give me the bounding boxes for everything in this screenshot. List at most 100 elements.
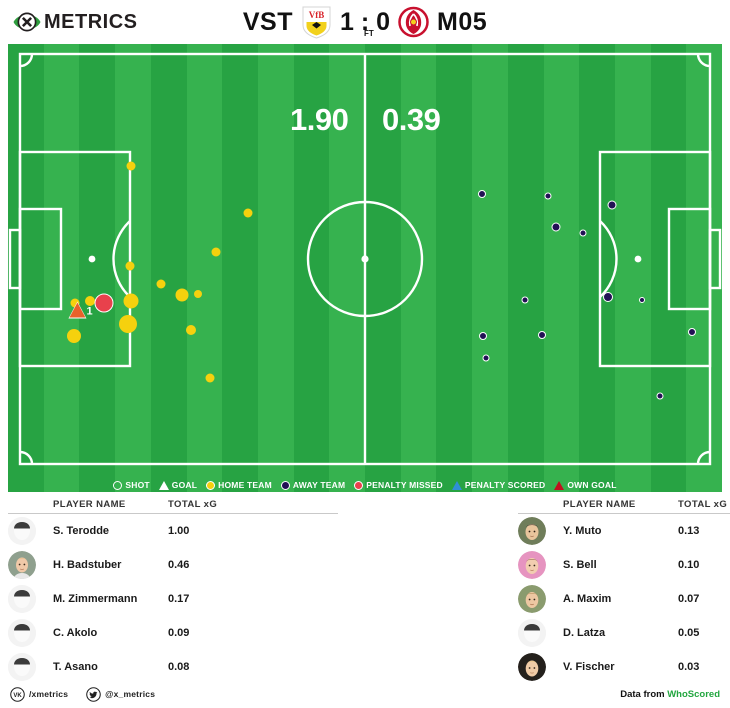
shot-marker-home[interactable] — [126, 161, 136, 171]
shot-marker-away[interactable] — [544, 192, 552, 200]
match-status: FT — [364, 28, 374, 38]
own-goal-marker[interactable]: 1 — [67, 301, 93, 318]
legend-label: GOAL — [171, 480, 198, 490]
away-player-xg-table: PLAYER NAME TOTAL xG Y. Muto 0.13 S. Bel… — [518, 494, 730, 684]
away-team-circle-icon — [280, 480, 290, 490]
shot-marker-home[interactable] — [194, 290, 202, 298]
penalty-missed-marker[interactable] — [94, 293, 114, 313]
player-name: M. Zimmermann — [53, 593, 138, 605]
player-name: A. Maxim — [563, 593, 612, 605]
vk-link[interactable]: VK /xmetrics — [10, 686, 68, 702]
score-block: 1 : 0 FT — [339, 7, 390, 38]
own-goal-triangle-icon — [67, 301, 86, 318]
shot-marker-away[interactable] — [538, 331, 546, 339]
shot-marker-away[interactable] — [479, 332, 487, 340]
header-bar: METRICS VST VfB 1 : 0 FT M05 — [0, 0, 730, 44]
shot-marker-away[interactable] — [478, 190, 486, 198]
shot-marker-away[interactable] — [656, 392, 664, 400]
player-xg: 0.07 — [678, 593, 700, 605]
shot-marker-away[interactable] — [603, 292, 613, 302]
mainz-05-crest-icon — [398, 6, 429, 38]
table-row[interactable]: A. Maxim 0.07 — [518, 582, 730, 616]
legend-item-home-team: HOME TEAM — [206, 480, 272, 490]
player-avatar-photo — [518, 653, 546, 681]
legend-label: SHOT — [125, 480, 150, 490]
table-row[interactable]: H. Badstuber 0.46 — [8, 548, 338, 582]
avatar-cell — [8, 619, 53, 647]
shot-marker-home[interactable] — [186, 325, 196, 335]
shot-marker-home[interactable] — [243, 208, 253, 218]
shot-marker-home[interactable] — [123, 293, 139, 309]
shot-marker-away[interactable] — [482, 354, 490, 362]
table-row[interactable]: C. Akolo 0.09 — [8, 616, 338, 650]
shot-marker-away[interactable] — [688, 328, 696, 336]
total-xg-column-header: TOTAL xG — [168, 499, 218, 510]
home-player-xg-table: PLAYER NAME TOTAL xG S. Terodde 1.00 H. … — [8, 494, 338, 684]
data-attribution: Data from WhoScored — [620, 689, 720, 700]
legend-item-shot: SHOT — [113, 480, 150, 490]
shot-marker-away[interactable] — [579, 229, 587, 237]
shot-marker-home[interactable] — [156, 279, 166, 289]
shot-marker-home[interactable] — [85, 296, 95, 306]
player-name: D. Latza — [563, 627, 606, 639]
x-eye-logo-icon — [13, 12, 41, 32]
player-name: S. Terodde — [53, 525, 110, 537]
score-value: 1 : 0 — [339, 7, 390, 36]
table-header-row: PLAYER NAME TOTAL xG — [518, 494, 730, 514]
goal-triangle-icon — [158, 480, 169, 490]
shot-marker-home[interactable] — [205, 373, 215, 383]
legend-label: PENALTY MISSED — [366, 480, 443, 490]
shot-map-pitch[interactable]: 1.90 0.39 1 SHOT GOAL — [8, 44, 722, 492]
shot-marker-home[interactable] — [125, 261, 135, 271]
shot-marker-home[interactable] — [67, 329, 81, 343]
shot-marker-away[interactable] — [521, 296, 529, 304]
footer-bar: VK /xmetrics @x_metrics Data from WhoSco… — [0, 680, 730, 708]
player-avatar-photo — [8, 551, 36, 579]
avatar-cell — [8, 585, 53, 613]
shot-marker-home[interactable] — [119, 315, 137, 333]
player-avatar-photo — [518, 517, 546, 545]
player-avatar-placeholder — [8, 517, 36, 545]
shot-marker-away[interactable] — [607, 200, 617, 210]
table-row[interactable]: T. Asano 0.08 — [8, 650, 338, 684]
vfb-stuttgart-crest-icon: VfB — [302, 6, 331, 39]
own-goal-triangle-icon — [554, 480, 565, 490]
player-name: Y. Muto — [563, 525, 602, 537]
shot-marker-home[interactable] — [175, 288, 189, 302]
table-row[interactable]: D. Latza 0.05 — [518, 616, 730, 650]
pitch-markings — [8, 52, 722, 466]
avatar-cell — [518, 551, 563, 579]
player-name: H. Badstuber — [53, 559, 122, 571]
player-xg: 0.13 — [678, 525, 700, 537]
brand-logo[interactable]: METRICS — [12, 7, 138, 37]
legend-item-penalty-scored: PENALTY SCORED — [451, 480, 545, 490]
table-row[interactable]: M. Zimmermann 0.17 — [8, 582, 338, 616]
total-xg-column-header: TOTAL xG — [678, 499, 728, 510]
player-name-column-header: PLAYER NAME — [53, 499, 126, 510]
legend-label: OWN GOAL — [567, 480, 617, 490]
penalty-scored-triangle-icon — [451, 480, 462, 490]
avatar-cell — [8, 551, 53, 579]
player-xg: 0.05 — [678, 627, 700, 639]
pitch-stripes — [8, 44, 722, 492]
shot-circle-icon — [113, 480, 123, 490]
home-team-circle-icon — [206, 480, 216, 490]
player-name-column-header: PLAYER NAME — [563, 499, 636, 510]
shot-marker-home[interactable] — [211, 247, 221, 257]
shot-marker-away[interactable] — [639, 297, 645, 303]
attribution-source[interactable]: WhoScored — [667, 688, 720, 700]
player-name: S. Bell — [563, 559, 597, 571]
legend-label: AWAY TEAM — [292, 480, 346, 490]
twitter-link[interactable]: @x_metrics — [86, 686, 155, 702]
table-row[interactable]: V. Fischer 0.03 — [518, 650, 730, 684]
table-row[interactable]: S. Bell 0.10 — [518, 548, 730, 582]
shot-marker-away[interactable] — [551, 222, 561, 232]
player-avatar-placeholder — [8, 619, 36, 647]
player-xg: 0.03 — [678, 661, 700, 673]
player-xg: 1.00 — [168, 525, 190, 537]
avatar-cell — [518, 653, 563, 681]
table-row[interactable]: Y. Muto 0.13 — [518, 514, 730, 548]
home-xg-total: 1.90 — [290, 102, 349, 137]
player-avatar-placeholder — [8, 653, 36, 681]
table-row[interactable]: S. Terodde 1.00 — [8, 514, 338, 548]
